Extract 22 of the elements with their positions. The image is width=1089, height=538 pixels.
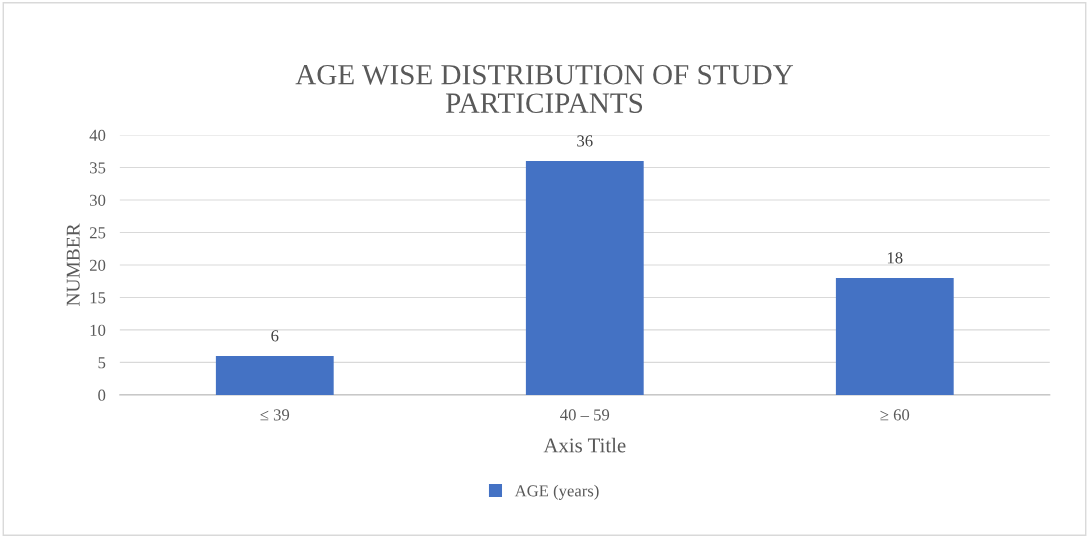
x-tick-label: ≥ 60 [880,409,910,421]
y-tick-label: 5 [98,357,106,369]
y-tick-label: 20 [89,259,106,271]
chart-title: AGE WISE DISTRIBUTION OF STUDY PARTICIPANTS [295,64,794,113]
data-label: 36 [577,135,593,147]
y-tick-label: 10 [90,324,106,336]
data-label: 6 [271,330,279,342]
x-tick-label: ≤ 39 [260,409,290,421]
y-tick-label: 25 [89,227,106,239]
y-axis-title: NUMBER [66,223,80,306]
data-label: 18 [887,252,903,264]
y-tick-label: 35 [90,162,106,174]
x-axis-title: Axis Title [543,437,626,453]
y-tick-label: 40 [89,129,106,141]
bar [215,355,334,395]
y-tick-label: 30 [90,194,106,206]
legend-label: AGE (years) [514,484,599,500]
x-tick-label: 40 – 59 [560,409,610,421]
bar [525,161,644,395]
y-tick-label: 0 [98,389,106,401]
bar [835,277,954,395]
y-tick-label: 15 [90,292,106,304]
